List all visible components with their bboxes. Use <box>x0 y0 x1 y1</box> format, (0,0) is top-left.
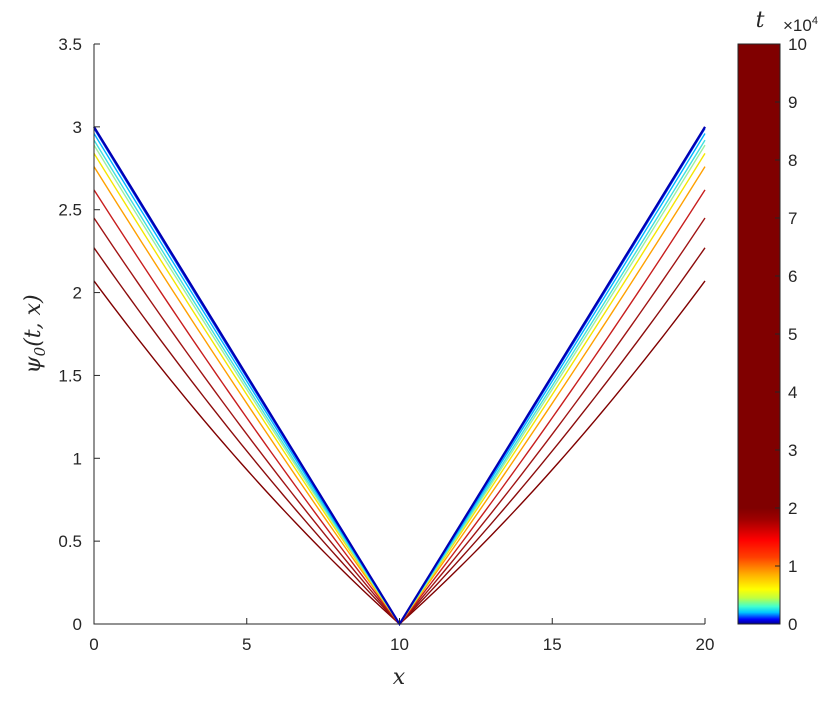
colorbar-title: t <box>756 8 765 33</box>
y-tick-label: 3.5 <box>58 35 82 54</box>
x-tick-label: 10 <box>390 635 409 654</box>
y-tick-label: 3 <box>73 118 82 137</box>
colorbar-fill <box>738 44 780 624</box>
plot-axes <box>93 44 705 625</box>
y-axis-label-subscript: 0 <box>31 346 49 356</box>
series-line <box>93 153 706 626</box>
colorbar-tick-label: 5 <box>788 325 797 344</box>
y-tick-label: 0 <box>73 615 82 634</box>
y-tick-label: 1 <box>73 449 82 468</box>
y-tick-label: 2.5 <box>58 201 82 220</box>
series-line <box>93 133 706 626</box>
y-axis-label: ψ0(t, x) <box>21 294 49 373</box>
colorbar-tick-label: 9 <box>788 93 797 112</box>
series-line <box>93 144 706 626</box>
series-layer <box>93 126 706 627</box>
x-tick-label: 0 <box>89 635 98 654</box>
series-line <box>93 189 706 626</box>
plot-area: 0 5 10 15 20 0 0.5 1 1.5 2 2.5 3 3.5 <box>58 35 714 654</box>
x-tick-label: 15 <box>543 635 562 654</box>
colorbar-tick-label: 0 <box>788 615 797 634</box>
colorbar-exponent-base: ×10 <box>783 16 812 35</box>
series-line <box>93 128 706 626</box>
colorbar-tick-label: 8 <box>788 151 797 170</box>
colorbar-tick-label: 6 <box>788 267 797 286</box>
y-ticks: 0 0.5 1 1.5 2 2.5 3 3.5 <box>58 35 100 634</box>
x-tick-label: 20 <box>696 635 715 654</box>
colorbar-exponent-power: 4 <box>812 15 818 27</box>
colorbar-tick-label: 1 <box>788 557 797 576</box>
colorbar-tick-label: 10 <box>788 35 807 54</box>
colorbar-ticks: 0 1 2 3 4 5 6 7 8 9 10 <box>775 35 807 634</box>
y-tick-label: 2 <box>73 284 82 303</box>
series-line <box>93 139 706 626</box>
x-axis-label: x <box>393 665 406 690</box>
series-line <box>93 280 706 625</box>
y-axis-label-args: (t, x) <box>21 294 46 346</box>
x-tick-label: 5 <box>242 635 251 654</box>
colorbar-tick-label: 3 <box>788 441 797 460</box>
series-line <box>93 247 706 626</box>
colorbar-tick-label: 2 <box>788 499 797 518</box>
y-tick-label: 0.5 <box>58 532 82 551</box>
series-line <box>93 126 706 627</box>
colorbar-tick-label: 4 <box>788 383 797 402</box>
y-axis-label-symbol: ψ <box>21 356 46 374</box>
series-line <box>93 166 706 626</box>
colorbar-exponent: ×104 <box>783 15 818 35</box>
y-tick-label: 1.5 <box>58 366 82 385</box>
colorbar-tick-label: 7 <box>788 209 797 228</box>
x-ticks: 0 5 10 15 20 <box>89 618 714 654</box>
